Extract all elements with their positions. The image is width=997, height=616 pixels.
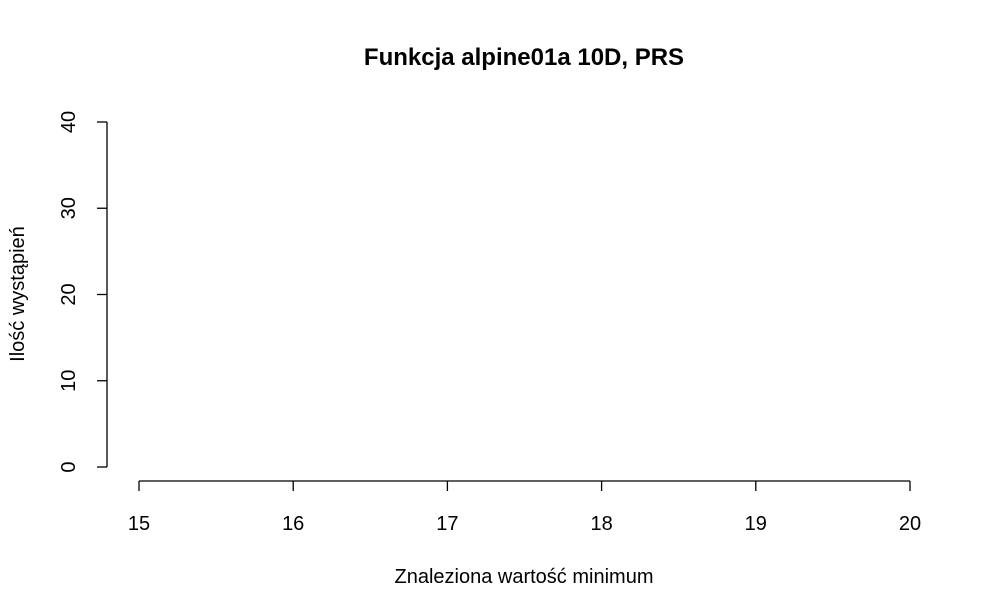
y-axis-title: Ilość wystąpień bbox=[7, 226, 29, 362]
y-tick-label: 40 bbox=[58, 111, 80, 133]
x-tick-label: 15 bbox=[128, 513, 150, 535]
y-tick-label: 10 bbox=[58, 370, 80, 392]
x-axis-title: Znaleziona wartość minimum bbox=[395, 566, 654, 588]
chart-title: Funkcja alpine01a 10D, PRS bbox=[364, 44, 684, 71]
x-tick-label: 19 bbox=[745, 513, 767, 535]
x-tick-label: 16 bbox=[282, 513, 304, 535]
y-tick-label: 0 bbox=[58, 461, 80, 472]
y-axis-ticks: 0 10 20 30 40 bbox=[58, 111, 107, 473]
x-tick-label: 20 bbox=[899, 513, 921, 535]
y-tick-label: 20 bbox=[58, 283, 80, 305]
y-tick-label: 30 bbox=[58, 197, 80, 219]
x-axis-ticks: 15 16 17 18 19 20 bbox=[128, 481, 921, 535]
x-tick-label: 18 bbox=[590, 513, 612, 535]
x-tick-label: 17 bbox=[436, 513, 458, 535]
